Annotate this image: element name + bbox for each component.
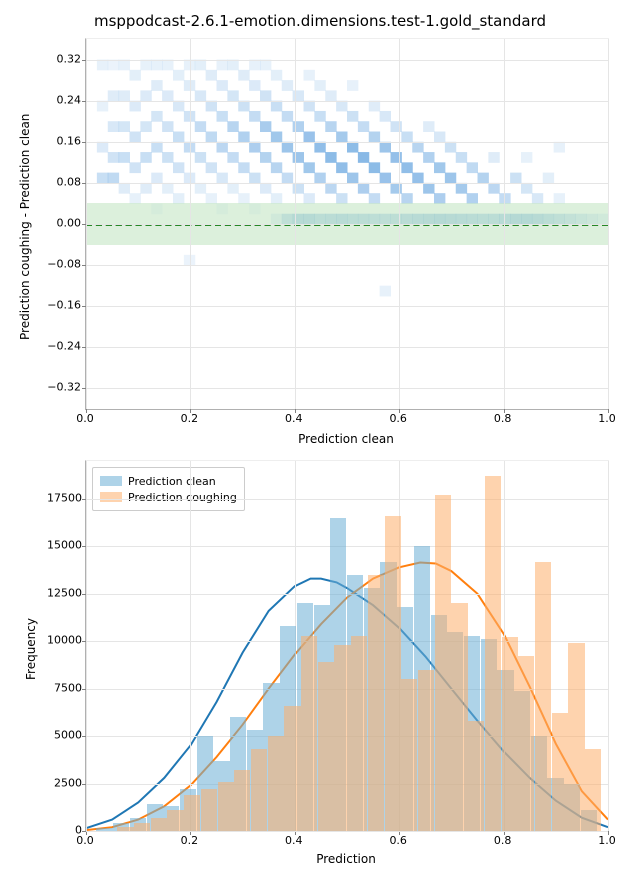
legend-swatch <box>100 492 122 502</box>
histogram-plot: Prediction clean Prediction coughing <box>85 460 609 832</box>
hist-bar-cough <box>201 789 217 831</box>
hist-bar-cough <box>184 795 200 831</box>
top-ytick: 0.08 <box>45 175 81 188</box>
bottom-ytick: 10000 <box>38 634 82 647</box>
hist-bar-cough <box>368 575 384 831</box>
bottom-ytick: 5000 <box>38 729 82 742</box>
hist-bar-cough <box>385 516 401 831</box>
legend-item: Prediction coughing <box>100 489 237 505</box>
legend-label: Prediction coughing <box>128 491 237 504</box>
hist-bar-cough <box>218 782 234 831</box>
hist-bar-cough <box>418 670 434 831</box>
hist-bar-cough <box>585 749 601 831</box>
hist-bar-cough <box>251 749 267 831</box>
hist-bar-cough <box>334 645 350 831</box>
top-ylabel: Prediction coughing - Prediction clean <box>18 114 32 340</box>
hist-bar-cough <box>468 721 484 831</box>
hist-bar-cough <box>568 643 584 831</box>
hist-bar-cough <box>485 476 501 831</box>
hist-bar-cough <box>351 636 367 831</box>
hist-bar-cough <box>234 770 250 831</box>
hist-bar-cough <box>518 656 534 831</box>
hist-bar-cough <box>502 637 518 831</box>
top-xtick: 0.4 <box>285 412 303 425</box>
hist-bar-cough <box>552 713 568 831</box>
scatter-heatmap-plot <box>85 38 609 410</box>
legend-label: Prediction clean <box>128 475 216 488</box>
hist-bar-cough <box>134 823 150 831</box>
legend-swatch <box>100 476 122 486</box>
top-xtick: 0.8 <box>494 412 512 425</box>
top-xtick: 1.0 <box>598 412 616 425</box>
hist-bar-cough <box>535 562 551 831</box>
top-ytick: −0.24 <box>45 340 81 353</box>
legend: Prediction clean Prediction coughing <box>92 467 245 511</box>
top-ytick: 0.32 <box>45 52 81 65</box>
hist-bar-cough <box>268 736 284 831</box>
bottom-ytick: 15000 <box>38 539 82 552</box>
top-xtick: 0.0 <box>76 412 94 425</box>
figure-title: msppodcast-2.6.1-emotion.dimensions.test… <box>0 12 640 30</box>
hist-bar-cough <box>151 818 167 831</box>
legend-item: Prediction clean <box>100 473 237 489</box>
hist-bar-cough <box>117 827 133 831</box>
top-xtick: 0.6 <box>389 412 407 425</box>
bottom-xtick: 0.6 <box>389 834 407 847</box>
bottom-ytick: 2500 <box>38 776 82 789</box>
bottom-xtick: 1.0 <box>598 834 616 847</box>
bottom-xtick: 0.8 <box>494 834 512 847</box>
top-xlabel: Prediction clean <box>85 432 607 446</box>
hist-bar-cough <box>451 603 467 831</box>
bottom-xtick: 0.2 <box>181 834 199 847</box>
bottom-ytick: 17500 <box>38 491 82 504</box>
hist-bar-cough <box>167 810 183 831</box>
top-ytick: 0.00 <box>45 217 81 230</box>
top-ytick: 0.24 <box>45 93 81 106</box>
bottom-ylabel: Frequency <box>24 618 38 680</box>
hist-bar-cough <box>401 679 417 831</box>
hist-bar-cough <box>435 495 451 831</box>
bottom-ytick: 7500 <box>38 681 82 694</box>
bottom-xlabel: Prediction <box>85 852 607 866</box>
bottom-ytick: 0 <box>38 824 82 837</box>
hist-bar-cough <box>301 636 317 831</box>
hist-bar-clean <box>96 828 112 831</box>
top-ytick: −0.32 <box>45 381 81 394</box>
top-xtick: 0.2 <box>181 412 199 425</box>
bottom-ytick: 12500 <box>38 586 82 599</box>
top-ytick: 0.16 <box>45 134 81 147</box>
top-ytick: −0.08 <box>45 258 81 271</box>
bottom-xtick: 0.4 <box>285 834 303 847</box>
figure: msppodcast-2.6.1-emotion.dimensions.test… <box>0 0 640 880</box>
hist-bar-cough <box>284 706 300 831</box>
top-ytick: −0.16 <box>45 299 81 312</box>
hist-bar-cough <box>318 662 334 831</box>
